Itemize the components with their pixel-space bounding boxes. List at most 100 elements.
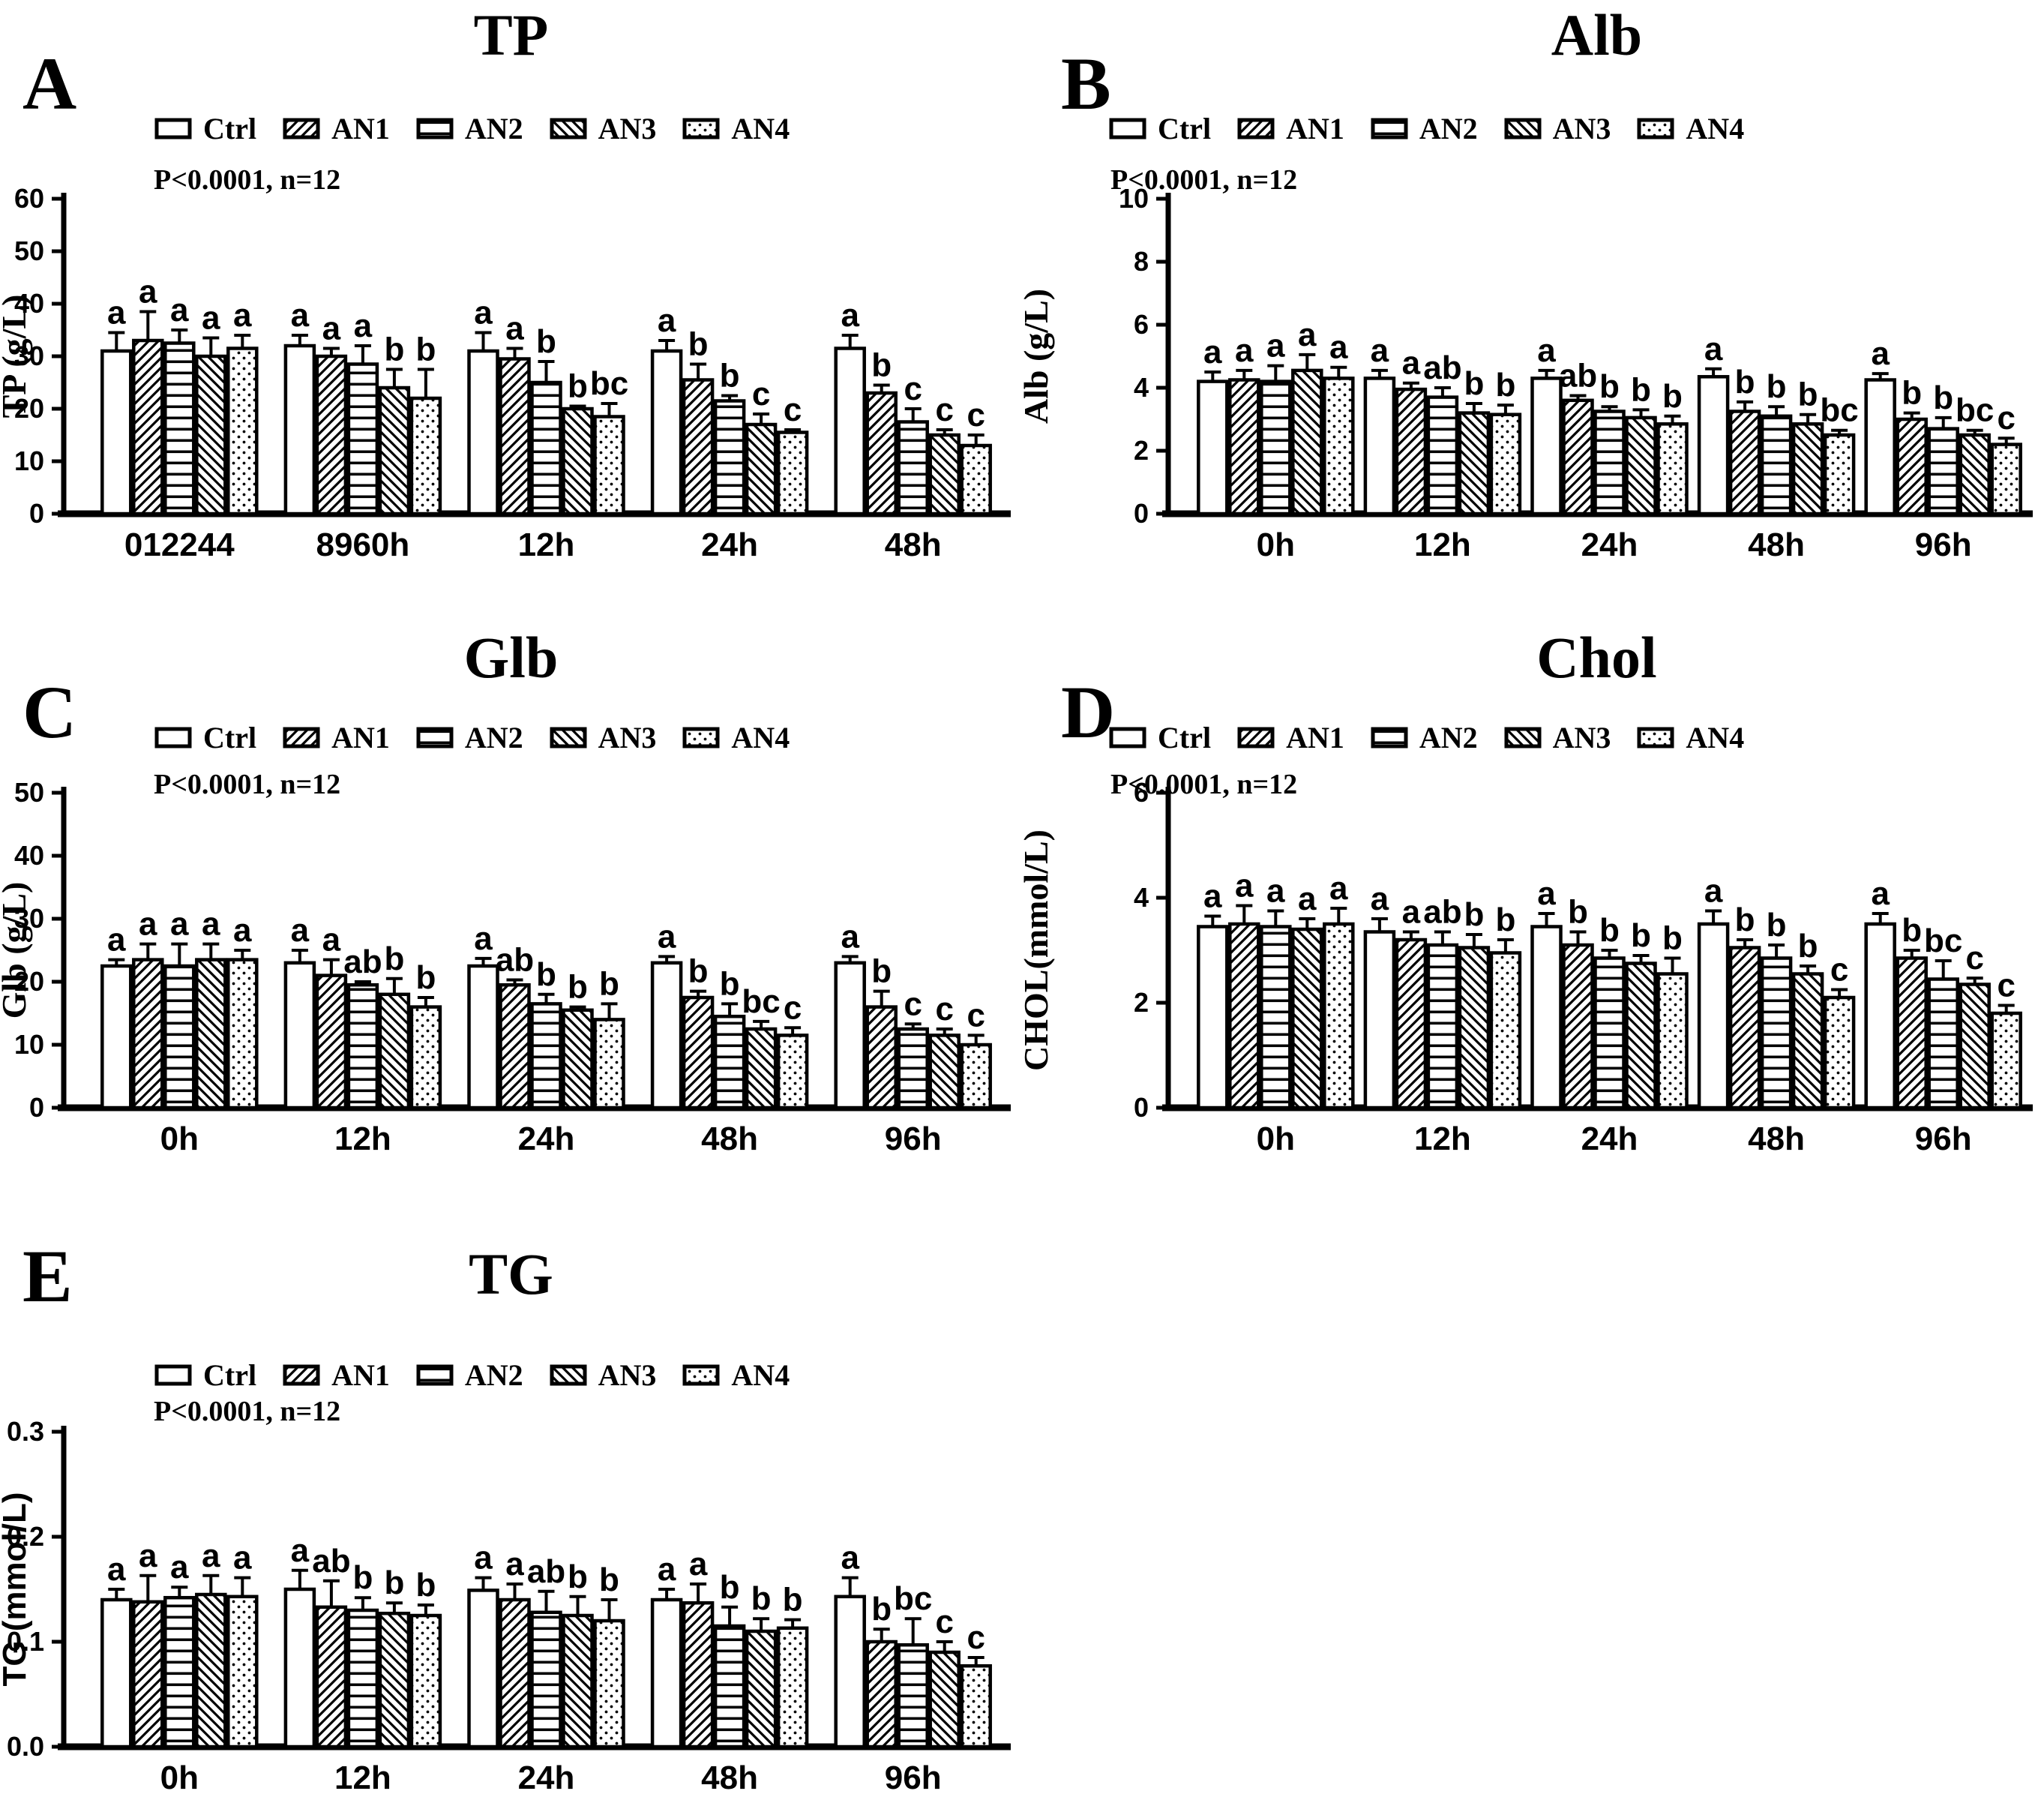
bar-AN2-8960h	[346, 362, 379, 516]
significance-letter: b	[783, 1582, 803, 1618]
legend-item-an3: AN3	[1503, 111, 1611, 146]
y-tick-label: 0.3	[7, 1420, 44, 1447]
legend-label: AN4	[731, 112, 790, 146]
significance-letter: a	[1329, 329, 1348, 366]
panel-letter: A	[22, 42, 77, 125]
significance-letter: b	[536, 956, 556, 993]
legend-label: AN4	[731, 721, 790, 754]
legend-item-an4: AN4	[1636, 111, 1744, 146]
bar-AN4-12h	[409, 1005, 442, 1110]
bar-AN4-48h	[960, 443, 992, 516]
legend-swatch-diag-down	[550, 727, 587, 748]
bar-Ctrl-12h	[1363, 376, 1396, 516]
stats-note: P<0.0001, n=12	[154, 769, 341, 800]
legend: Ctrl AN1 AN2 AN3 AN4	[1108, 111, 1744, 146]
bar-AN2-96h	[1927, 427, 1959, 516]
legend-swatch-diag-up	[1237, 118, 1275, 139]
bar-AN4-96h	[1990, 1011, 2022, 1110]
significance-letter: b	[352, 1559, 373, 1596]
stats-note: P<0.0001, n=12	[1110, 769, 1298, 800]
significance-letter: b	[1735, 902, 1755, 938]
legend-item-an3: AN3	[549, 720, 656, 755]
bar-AN1-24h	[499, 982, 531, 1110]
significance-letter: a	[1371, 332, 1389, 369]
legend-item-ctrl: Ctrl	[154, 1358, 256, 1393]
bar-AN2-96h	[1927, 977, 1959, 1110]
y-tick-label: 0	[1134, 498, 1149, 529]
y-tick-label: 8	[1134, 246, 1149, 277]
bar-AN2-48h	[1760, 414, 1793, 516]
bar-AN4-0h	[1323, 376, 1355, 516]
legend-label: AN2	[1419, 112, 1478, 146]
bar-AN4-24h	[1656, 422, 1689, 516]
bar-AN1-12h	[499, 357, 531, 516]
bar-AN1-96h	[865, 1005, 898, 1110]
significance-letter: bc	[590, 365, 628, 402]
significance-letter: b	[1464, 365, 1484, 402]
significance-letter: a	[505, 310, 524, 347]
stats-note: P<0.0001, n=12	[154, 164, 341, 196]
bar-AN3-96h	[928, 1650, 961, 1749]
bar-AN1-96h	[1896, 956, 1928, 1110]
significance-letter: b	[1495, 902, 1515, 938]
legend-label: AN4	[1686, 112, 1745, 146]
significance-letter: b	[1798, 928, 1818, 964]
bar-AN2-48h	[713, 1624, 746, 1749]
legend-label: Ctrl	[1158, 721, 1212, 754]
bar-AN1-12h	[315, 1605, 348, 1749]
bar-AN3-0h	[1291, 368, 1323, 516]
significance-letter: b	[1798, 376, 1818, 413]
stats-note: P<0.0001, n=12	[1110, 164, 1298, 196]
significance-letter: a	[202, 906, 220, 943]
significance-letter: c	[935, 392, 953, 428]
bar-AN3-12h	[378, 992, 411, 1110]
significance-letter: b	[1767, 368, 1787, 405]
significance-letter: b	[751, 1580, 772, 1617]
significance-letter: a	[233, 912, 252, 949]
significance-letter: a	[291, 912, 310, 949]
significance-letter: a	[1235, 868, 1254, 904]
significance-letter: b	[1767, 907, 1787, 944]
chart-chol: 0 2 4 6 CHOL(mmol/L) a a a a a 0h a a ab b b 12h a b b b b 24h…	[1017, 777, 2042, 1160]
significance-letter: c	[967, 997, 985, 1034]
bar-AN1-12h	[315, 974, 348, 1110]
bar-AN3-48h	[1791, 972, 1824, 1110]
significance-letter: ab	[343, 944, 382, 980]
y-tick-label: 10	[14, 1029, 44, 1060]
bar-AN1-12h	[1395, 387, 1428, 516]
x-category-label: 48h	[701, 1120, 758, 1157]
y-tick-label: 10	[14, 446, 44, 476]
significance-letter: b	[871, 347, 892, 384]
significance-letter: a	[1298, 880, 1317, 917]
y-tick-label: 20	[14, 393, 44, 424]
panel-title: Alb	[1551, 2, 1643, 68]
x-category-label: 96h	[885, 1120, 942, 1157]
legend-label: Ctrl	[203, 721, 257, 754]
y-tick-label: 60	[14, 188, 44, 214]
significance-letter: a	[291, 1532, 310, 1569]
significance-letter: b	[1902, 375, 1922, 412]
bar-Ctrl-96h	[1864, 922, 1896, 1110]
x-category-label: 12h	[1414, 1120, 1471, 1157]
bar-AN4-12h	[593, 415, 625, 516]
y-tick-label: 40	[14, 840, 44, 871]
bar-AN3-48h	[928, 433, 961, 516]
legend-item-an4: AN4	[682, 111, 790, 146]
bar-AN4-12h	[1489, 951, 1522, 1110]
significance-letter: c	[904, 986, 922, 1022]
bar-AN3-8960h	[378, 386, 411, 516]
significance-letter: b	[415, 959, 436, 996]
bar-AN4-48h	[776, 1626, 809, 1749]
bar-AN1-48h	[682, 995, 715, 1110]
significance-letter: a	[1402, 345, 1421, 382]
legend-item-an2: AN2	[1370, 720, 1478, 755]
bar-AN3-48h	[1791, 422, 1824, 516]
y-tick-label: 4	[1134, 372, 1149, 403]
significance-letter: a	[233, 1540, 252, 1576]
bar-AN1-24h	[1562, 398, 1594, 516]
legend-item-an2: AN2	[415, 111, 523, 146]
significance-letter: a	[170, 1549, 189, 1586]
significance-letter: ab	[1559, 358, 1597, 394]
significance-letter: a	[139, 1538, 157, 1574]
